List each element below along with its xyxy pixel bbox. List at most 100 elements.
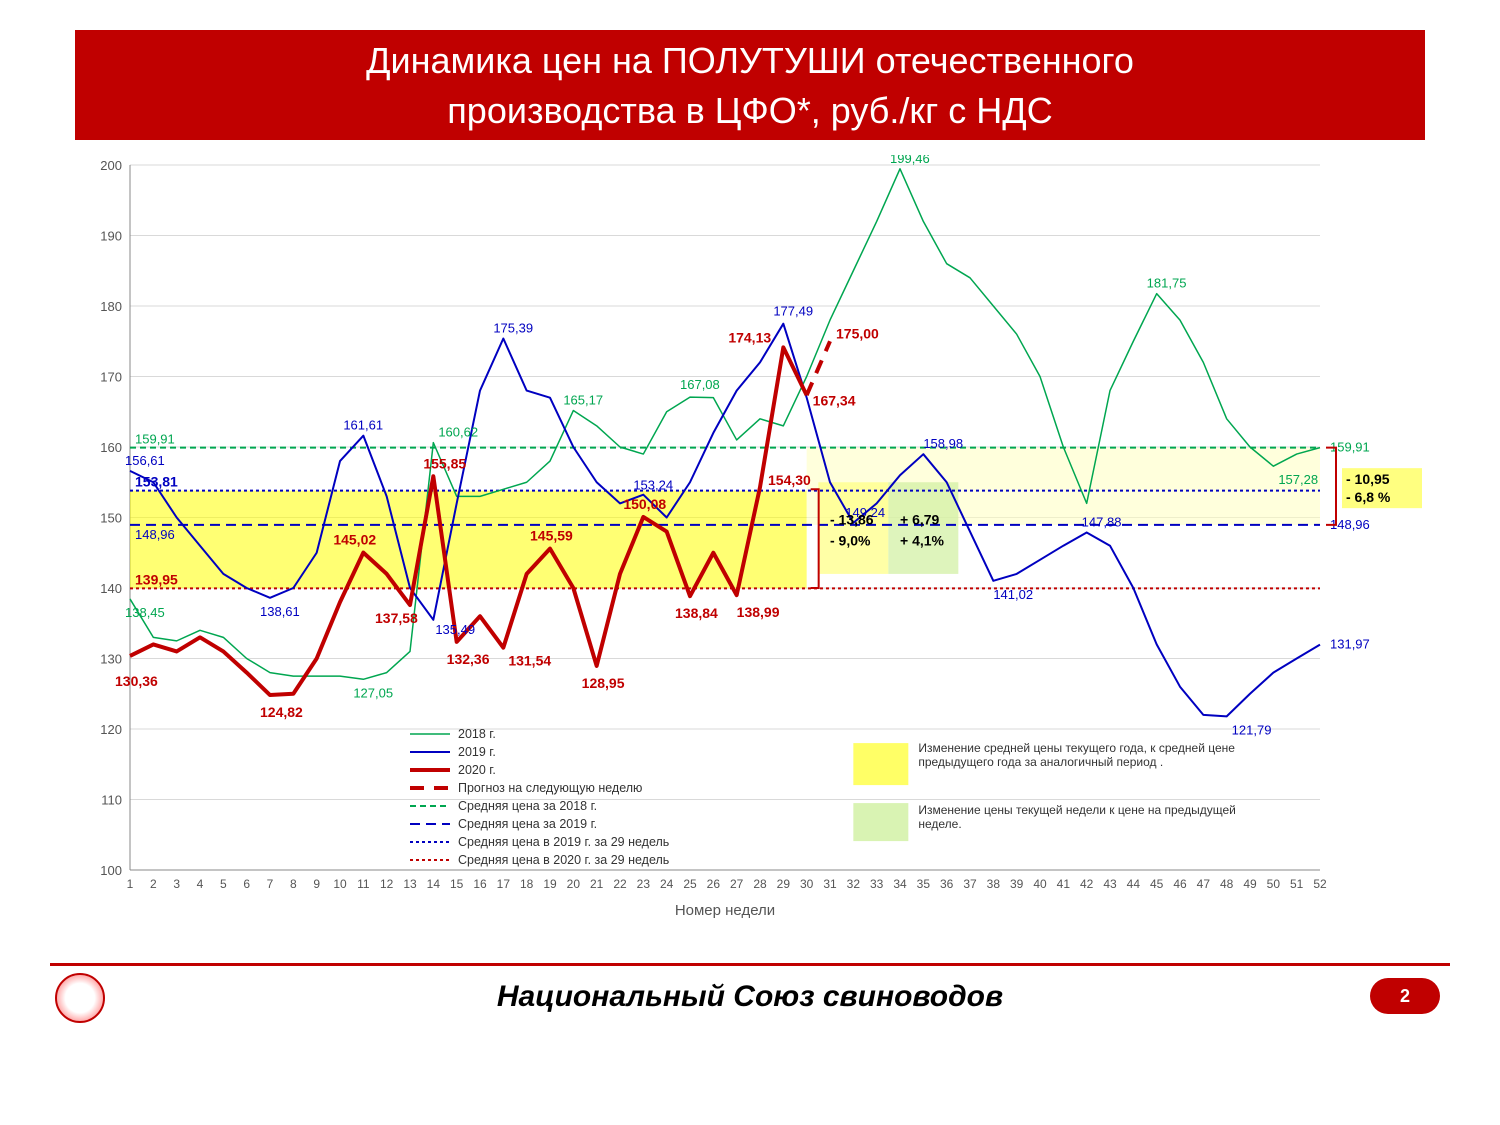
svg-text:175,39: 175,39 <box>493 321 533 336</box>
svg-text:42: 42 <box>1080 877 1094 891</box>
title-line-1: Динамика цен на ПОЛУТУШИ отечественного <box>75 36 1425 86</box>
svg-text:121,79: 121,79 <box>1232 722 1272 737</box>
svg-text:159,91: 159,91 <box>135 432 175 447</box>
svg-text:160: 160 <box>100 440 122 455</box>
svg-text:175,00: 175,00 <box>836 325 879 341</box>
title-banner: Динамика цен на ПОЛУТУШИ отечественного … <box>75 30 1425 140</box>
svg-text:199,46: 199,46 <box>890 155 930 166</box>
svg-text:131,97: 131,97 <box>1330 637 1370 652</box>
svg-text:167,34: 167,34 <box>813 392 856 408</box>
svg-text:23: 23 <box>637 877 651 891</box>
svg-text:9: 9 <box>313 877 320 891</box>
svg-text:157,28: 157,28 <box>1278 472 1318 487</box>
svg-text:165,17: 165,17 <box>563 393 603 408</box>
svg-text:37: 37 <box>963 877 977 891</box>
svg-text:2020 г.: 2020 г. <box>458 763 496 777</box>
svg-text:138,84: 138,84 <box>675 605 718 621</box>
svg-text:13: 13 <box>403 877 417 891</box>
svg-text:- 10,95: - 10,95 <box>1346 471 1390 487</box>
svg-text:180: 180 <box>100 299 122 314</box>
svg-text:160,62: 160,62 <box>438 425 478 440</box>
svg-text:145,02: 145,02 <box>333 532 376 548</box>
svg-text:- 6,8 %: - 6,8 % <box>1346 489 1391 505</box>
svg-text:- 9,0%: - 9,0% <box>830 533 871 549</box>
svg-text:141,02: 141,02 <box>993 587 1033 602</box>
svg-text:153,24: 153,24 <box>633 478 673 493</box>
svg-text:138,61: 138,61 <box>260 604 300 619</box>
svg-text:147,88: 147,88 <box>1082 514 1122 529</box>
svg-text:38: 38 <box>987 877 1001 891</box>
svg-text:45: 45 <box>1150 877 1164 891</box>
svg-text:41: 41 <box>1057 877 1071 891</box>
svg-text:6: 6 <box>243 877 250 891</box>
svg-text:40: 40 <box>1033 877 1047 891</box>
svg-text:154,30: 154,30 <box>768 472 811 488</box>
svg-text:25: 25 <box>683 877 697 891</box>
svg-text:Номер недели: Номер недели <box>675 902 775 919</box>
svg-text:130: 130 <box>100 652 122 667</box>
svg-text:138,45: 138,45 <box>125 605 165 620</box>
svg-text:Средняя цена за 2019 г.: Средняя цена за 2019 г. <box>458 817 597 831</box>
svg-text:124,82: 124,82 <box>260 704 303 720</box>
svg-text:148,96: 148,96 <box>135 527 175 542</box>
svg-text:7: 7 <box>267 877 274 891</box>
svg-text:48: 48 <box>1220 877 1234 891</box>
svg-text:153,81: 153,81 <box>135 474 178 490</box>
svg-text:27: 27 <box>730 877 744 891</box>
svg-text:2018 г.: 2018 г. <box>458 727 496 741</box>
svg-text:+ 6,79: + 6,79 <box>900 512 940 528</box>
svg-text:5: 5 <box>220 877 227 891</box>
svg-text:131,54: 131,54 <box>508 653 551 669</box>
svg-text:Средняя цена за 2018 г.: Средняя цена за 2018 г. <box>458 799 597 813</box>
svg-text:4: 4 <box>197 877 204 891</box>
svg-text:21: 21 <box>590 877 604 891</box>
page-number: 2 <box>1370 978 1440 1014</box>
svg-text:49: 49 <box>1243 877 1257 891</box>
svg-text:128,95: 128,95 <box>582 675 625 691</box>
svg-text:46: 46 <box>1173 877 1187 891</box>
svg-text:8: 8 <box>290 877 297 891</box>
svg-text:34: 34 <box>893 877 907 891</box>
svg-text:137,58: 137,58 <box>375 610 418 626</box>
svg-text:Средняя цена в 2020 г. за 29 н: Средняя цена в 2020 г. за 29 недель <box>458 853 669 867</box>
chart: 1001101201301401501601701801902001234567… <box>75 155 1455 925</box>
svg-text:22: 22 <box>613 877 627 891</box>
svg-text:3: 3 <box>173 877 180 891</box>
svg-text:155,85: 155,85 <box>423 455 466 471</box>
svg-text:44: 44 <box>1127 877 1141 891</box>
svg-text:200: 200 <box>100 158 122 173</box>
svg-text:145,59: 145,59 <box>530 528 573 544</box>
svg-text:181,75: 181,75 <box>1147 276 1187 291</box>
svg-text:140: 140 <box>100 581 122 596</box>
svg-text:177,49: 177,49 <box>773 304 813 319</box>
svg-text:139,95: 139,95 <box>135 571 178 587</box>
svg-text:130,36: 130,36 <box>115 673 158 689</box>
svg-text:47: 47 <box>1197 877 1211 891</box>
svg-text:- 13,86: - 13,86 <box>830 512 874 528</box>
svg-text:150,08: 150,08 <box>623 496 666 512</box>
svg-text:174,13: 174,13 <box>728 329 771 345</box>
svg-text:Прогноз на следующую неделю: Прогноз на следующую неделю <box>458 781 642 795</box>
svg-text:19: 19 <box>543 877 557 891</box>
svg-text:31: 31 <box>823 877 837 891</box>
svg-text:28: 28 <box>753 877 767 891</box>
svg-text:138,99: 138,99 <box>737 604 780 620</box>
svg-text:158,98: 158,98 <box>923 436 963 451</box>
svg-text:16: 16 <box>473 877 487 891</box>
svg-text:14: 14 <box>427 877 441 891</box>
svg-text:12: 12 <box>380 877 394 891</box>
svg-text:132,36: 132,36 <box>447 651 490 667</box>
svg-text:120: 120 <box>100 722 122 737</box>
svg-text:Средняя цена в 2019 г. за 29 н: Средняя цена в 2019 г. за 29 недель <box>458 835 669 849</box>
svg-text:39: 39 <box>1010 877 1024 891</box>
svg-text:35: 35 <box>917 877 931 891</box>
svg-text:15: 15 <box>450 877 464 891</box>
svg-text:51: 51 <box>1290 877 1304 891</box>
svg-text:33: 33 <box>870 877 884 891</box>
svg-text:11: 11 <box>357 877 370 891</box>
svg-text:135,49: 135,49 <box>435 622 475 637</box>
svg-text:+ 4,1%: + 4,1% <box>900 533 945 549</box>
footer-divider <box>50 963 1450 966</box>
svg-text:26: 26 <box>707 877 721 891</box>
svg-text:100: 100 <box>100 863 122 878</box>
